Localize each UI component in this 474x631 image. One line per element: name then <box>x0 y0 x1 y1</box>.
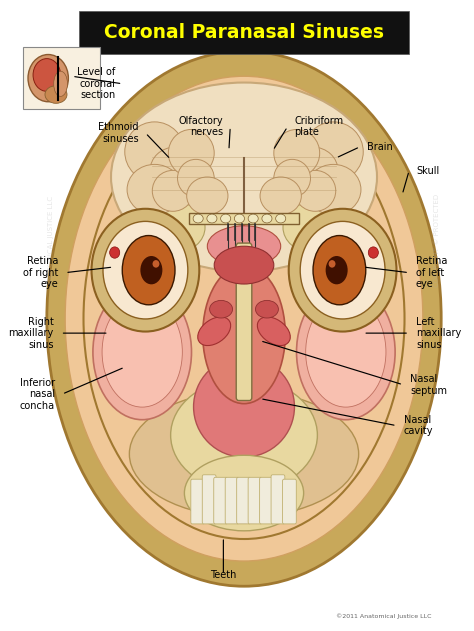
Ellipse shape <box>255 300 278 318</box>
Text: ANATOMICAL JUSTICE LLC: ANATOMICAL JUSTICE LLC <box>48 196 55 285</box>
Ellipse shape <box>306 297 386 407</box>
FancyBboxPatch shape <box>260 477 273 524</box>
Text: Skull: Skull <box>416 166 439 175</box>
Ellipse shape <box>262 214 272 223</box>
Text: Ethmoid
sinuses: Ethmoid sinuses <box>98 122 138 144</box>
Text: COPYRIGHT © PROTECTED: COPYRIGHT © PROTECTED <box>105 209 182 271</box>
Text: Coronal Paranasal Sinuses: Coronal Paranasal Sinuses <box>104 23 384 42</box>
Ellipse shape <box>368 247 378 258</box>
FancyBboxPatch shape <box>79 11 409 54</box>
Ellipse shape <box>210 300 233 318</box>
Text: ©2011 Anatomical Justice LLC: ©2011 Anatomical Justice LLC <box>336 613 431 619</box>
Text: Olfactory
nerves: Olfactory nerves <box>179 116 223 138</box>
Ellipse shape <box>288 147 338 194</box>
Text: Nasal
septum: Nasal septum <box>410 374 447 396</box>
FancyBboxPatch shape <box>189 213 299 224</box>
Ellipse shape <box>283 202 343 252</box>
Ellipse shape <box>122 235 175 305</box>
Ellipse shape <box>306 165 361 215</box>
Text: Retina
of right
eye: Retina of right eye <box>23 256 58 289</box>
Ellipse shape <box>171 379 318 492</box>
Text: ANATOMICAL JUSTICE: ANATOMICAL JUSTICE <box>209 110 279 168</box>
Text: COPYRIGHT © PROTECTED: COPYRIGHT © PROTECTED <box>306 209 383 271</box>
Ellipse shape <box>203 265 285 404</box>
Ellipse shape <box>125 122 184 182</box>
Ellipse shape <box>220 214 231 223</box>
Text: Left
maxillary
sinus: Left maxillary sinus <box>416 317 461 350</box>
Text: Brain: Brain <box>367 142 392 152</box>
Ellipse shape <box>294 170 336 211</box>
Text: Level of
coronal
section: Level of coronal section <box>77 68 116 100</box>
Ellipse shape <box>274 160 310 197</box>
FancyBboxPatch shape <box>236 243 252 401</box>
Ellipse shape <box>54 71 67 97</box>
Ellipse shape <box>93 285 191 420</box>
Ellipse shape <box>150 147 201 194</box>
Ellipse shape <box>328 260 336 268</box>
Text: Cribriform
plate: Cribriform plate <box>294 116 344 138</box>
Ellipse shape <box>207 226 281 267</box>
Ellipse shape <box>153 260 159 268</box>
Ellipse shape <box>260 177 301 215</box>
Ellipse shape <box>276 214 286 223</box>
Ellipse shape <box>313 235 366 305</box>
FancyBboxPatch shape <box>214 477 228 524</box>
Text: ANATOMICAL JUSTICE LLC: ANATOMICAL JUSTICE LLC <box>207 336 281 396</box>
Ellipse shape <box>248 214 258 223</box>
FancyBboxPatch shape <box>225 477 239 524</box>
Ellipse shape <box>207 214 217 223</box>
Text: Teeth: Teeth <box>210 570 237 580</box>
Ellipse shape <box>234 214 245 223</box>
Ellipse shape <box>103 221 188 319</box>
Ellipse shape <box>184 456 304 531</box>
FancyBboxPatch shape <box>23 47 100 109</box>
Text: Inferior
nasal
concha: Inferior nasal concha <box>20 377 55 411</box>
FancyBboxPatch shape <box>191 479 205 524</box>
Ellipse shape <box>187 177 228 215</box>
Ellipse shape <box>297 285 395 420</box>
Ellipse shape <box>33 59 61 91</box>
Ellipse shape <box>193 214 203 223</box>
Ellipse shape <box>28 54 68 102</box>
Ellipse shape <box>198 317 231 346</box>
Ellipse shape <box>168 129 214 177</box>
Ellipse shape <box>274 129 319 177</box>
Text: Right
maxillary
sinus: Right maxillary sinus <box>9 317 54 350</box>
Ellipse shape <box>129 391 359 517</box>
Ellipse shape <box>193 357 294 457</box>
Ellipse shape <box>45 86 67 103</box>
Ellipse shape <box>289 209 396 331</box>
FancyBboxPatch shape <box>202 475 216 524</box>
FancyBboxPatch shape <box>237 477 250 524</box>
Ellipse shape <box>111 83 377 271</box>
Ellipse shape <box>146 202 205 252</box>
Text: Nasal
cavity: Nasal cavity <box>403 415 433 437</box>
FancyBboxPatch shape <box>283 479 296 524</box>
Ellipse shape <box>152 170 193 211</box>
Ellipse shape <box>326 256 347 285</box>
Text: COPYRIGHT © PROTECTED: COPYRIGHT © PROTECTED <box>434 193 439 286</box>
Ellipse shape <box>304 122 363 182</box>
Ellipse shape <box>47 51 441 586</box>
Text: Retina
of left
eye: Retina of left eye <box>416 256 447 289</box>
Ellipse shape <box>214 246 274 284</box>
FancyBboxPatch shape <box>248 477 262 524</box>
Ellipse shape <box>257 317 290 346</box>
Ellipse shape <box>140 256 163 285</box>
Ellipse shape <box>91 209 199 331</box>
Ellipse shape <box>193 492 294 523</box>
Ellipse shape <box>102 297 182 407</box>
FancyBboxPatch shape <box>271 475 285 524</box>
Ellipse shape <box>300 221 385 319</box>
Ellipse shape <box>178 160 214 197</box>
Ellipse shape <box>65 76 423 561</box>
Ellipse shape <box>83 98 404 539</box>
Ellipse shape <box>127 165 182 215</box>
Ellipse shape <box>109 247 120 258</box>
